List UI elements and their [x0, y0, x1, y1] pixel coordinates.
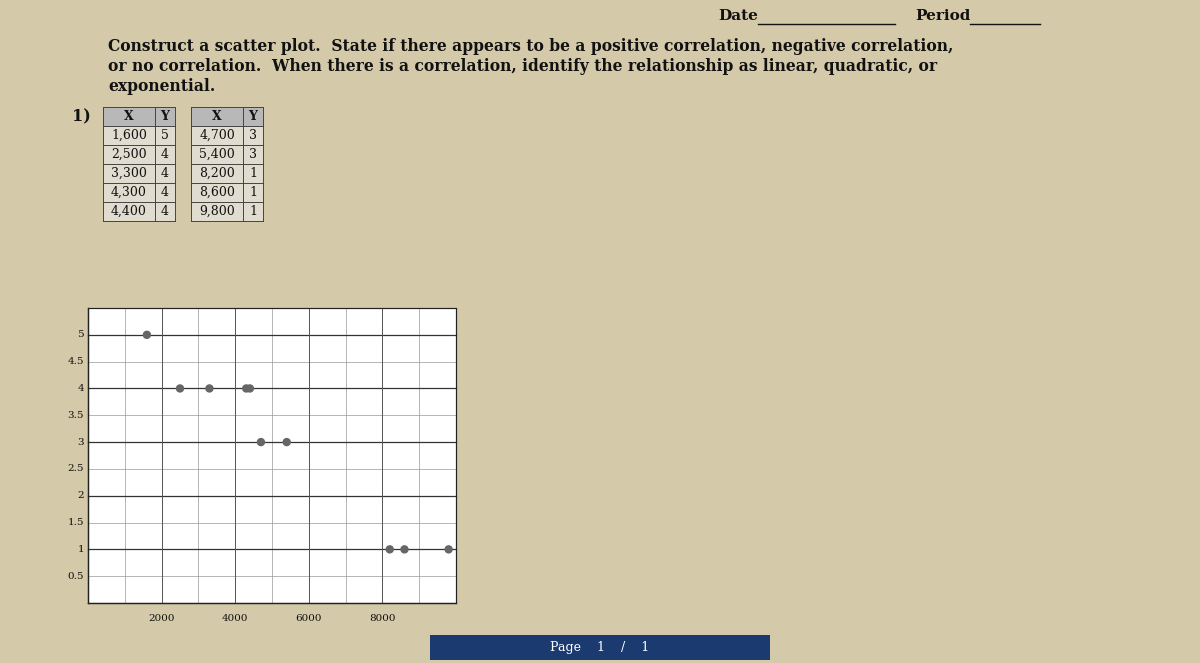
Text: 2.5: 2.5: [67, 464, 84, 473]
Bar: [191, 145, 263, 164]
Text: 4: 4: [161, 148, 169, 161]
Text: 8,600: 8,600: [199, 186, 235, 199]
Text: 1: 1: [250, 205, 257, 218]
Text: 1: 1: [250, 167, 257, 180]
Text: or no correlation.  When there is a correlation, identify the relationship as li: or no correlation. When there is a corre…: [108, 58, 937, 75]
Circle shape: [246, 385, 253, 392]
Circle shape: [176, 385, 184, 392]
Text: 1,600: 1,600: [112, 129, 146, 142]
Bar: [191, 164, 263, 183]
Text: Construct a scatter plot.  State if there appears to be a positive correlation, : Construct a scatter plot. State if there…: [108, 38, 953, 55]
Bar: [103, 164, 175, 183]
Text: 6000: 6000: [295, 614, 322, 623]
Text: 4: 4: [77, 384, 84, 393]
Text: 3: 3: [250, 148, 257, 161]
Text: 1: 1: [250, 186, 257, 199]
Text: 3: 3: [250, 129, 257, 142]
Text: 4,400: 4,400: [112, 205, 146, 218]
Text: Date: Date: [718, 9, 758, 23]
Bar: [88, 308, 456, 603]
Text: X: X: [212, 110, 222, 123]
Text: 2: 2: [77, 491, 84, 500]
Text: Y: Y: [161, 110, 169, 123]
Circle shape: [283, 439, 290, 446]
Bar: [191, 202, 263, 221]
Text: 8000: 8000: [370, 614, 396, 623]
Text: 3: 3: [77, 438, 84, 447]
Text: 1): 1): [72, 108, 91, 125]
Text: 4.5: 4.5: [67, 357, 84, 366]
Text: 1: 1: [77, 545, 84, 554]
Text: 2000: 2000: [149, 614, 175, 623]
Text: 4,700: 4,700: [199, 129, 235, 142]
Bar: [191, 107, 263, 126]
Bar: [430, 635, 770, 660]
Text: 4000: 4000: [222, 614, 248, 623]
Text: Y: Y: [248, 110, 258, 123]
Text: 8,200: 8,200: [199, 167, 235, 180]
Text: 3,300: 3,300: [112, 167, 146, 180]
Circle shape: [206, 385, 212, 392]
Text: 4,300: 4,300: [112, 186, 146, 199]
Bar: [191, 126, 263, 145]
Text: 5: 5: [77, 330, 84, 339]
Bar: [103, 183, 175, 202]
Text: 5: 5: [161, 129, 169, 142]
Text: 3.5: 3.5: [67, 411, 84, 420]
Bar: [191, 183, 263, 202]
Bar: [103, 145, 175, 164]
Circle shape: [143, 332, 150, 338]
Bar: [103, 126, 175, 145]
Text: 4: 4: [161, 167, 169, 180]
Text: 5,400: 5,400: [199, 148, 235, 161]
Circle shape: [258, 439, 264, 446]
Text: 4: 4: [161, 186, 169, 199]
Text: Page    1    /    1: Page 1 / 1: [551, 642, 649, 654]
Text: 2,500: 2,500: [112, 148, 146, 161]
Circle shape: [242, 385, 250, 392]
Text: 9,800: 9,800: [199, 205, 235, 218]
Text: Period: Period: [916, 9, 971, 23]
Circle shape: [445, 546, 452, 553]
Bar: [103, 107, 175, 126]
Text: exponential.: exponential.: [108, 78, 215, 95]
Text: 4: 4: [161, 205, 169, 218]
Bar: [103, 202, 175, 221]
Circle shape: [401, 546, 408, 553]
Text: 0.5: 0.5: [67, 572, 84, 581]
Circle shape: [386, 546, 394, 553]
Text: X: X: [124, 110, 134, 123]
Text: 1.5: 1.5: [67, 518, 84, 527]
